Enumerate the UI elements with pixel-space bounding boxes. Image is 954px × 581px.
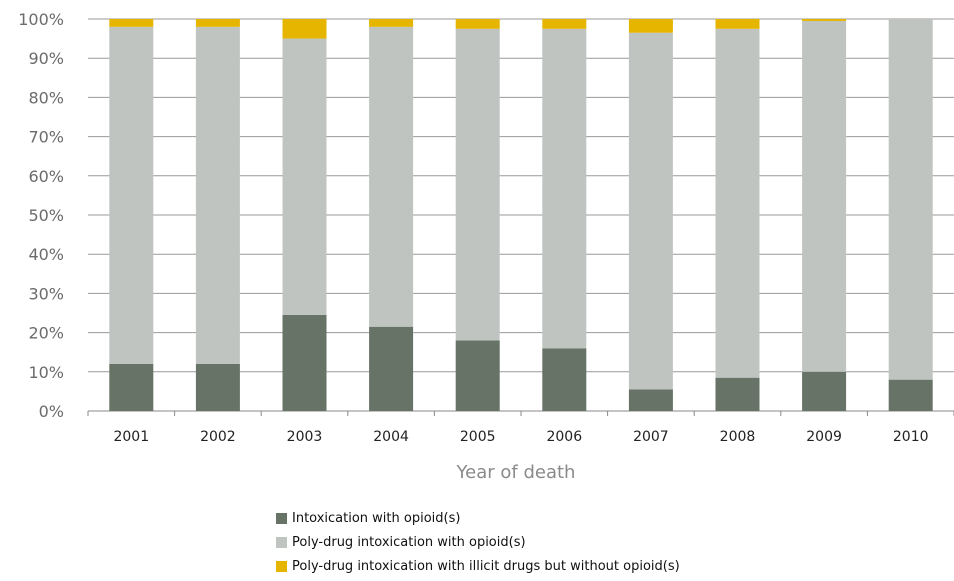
- y-tick-label: 20%: [28, 324, 64, 343]
- bar-segment-series-3: [195, 19, 240, 27]
- y-tick-label: 50%: [28, 206, 64, 225]
- legend-label: Intoxication with opioid(s): [292, 510, 461, 526]
- bars: [109, 19, 933, 411]
- y-tick-label: 0%: [39, 402, 64, 421]
- legend-item: Poly-drug intoxication with opioid(s): [276, 530, 680, 554]
- y-tick-label: 10%: [28, 363, 64, 382]
- y-tick-label: 100%: [18, 10, 64, 29]
- bar-segment-series-2: [715, 28, 760, 378]
- legend-item: Intoxication with opioid(s): [276, 506, 680, 530]
- bar-segment-series-1: [628, 389, 673, 411]
- bar-segment-series-1: [888, 379, 933, 411]
- bar-segment-series-1: [715, 377, 760, 411]
- legend-swatch: [276, 560, 287, 572]
- x-axis: 2001 2002 2003 2004 2005 2006 2007 2008 2009 2010: [87, 411, 954, 445]
- bar-segment-series-2: [195, 26, 240, 364]
- bar-segment-series-2: [282, 38, 327, 315]
- y-axis-ticks: 0% 10% 20% 30% 40% 50% 60% 70% 80% 90% 100%: [18, 10, 64, 421]
- x-tick-label: 2002: [200, 429, 236, 445]
- bar-segment-series-2: [628, 32, 673, 390]
- bar-segment-series-1: [282, 314, 327, 411]
- y-tick-label: 40%: [28, 245, 64, 264]
- y-tick-label: 60%: [28, 167, 64, 186]
- x-tick-label: 2008: [720, 429, 756, 445]
- x-tick-label: 2006: [546, 429, 582, 445]
- x-tick-label: 2007: [633, 429, 669, 445]
- legend: Intoxication with opioid(s) Poly-drug int…: [276, 506, 680, 578]
- x-tick-label: 2004: [373, 429, 409, 445]
- bar-segment-series-1: [369, 326, 414, 411]
- bar-segment-series-3: [715, 19, 760, 29]
- x-tick-label: 2009: [806, 429, 842, 445]
- bar-segment-series-2: [455, 28, 500, 341]
- x-tick-label: 2003: [287, 429, 323, 445]
- bar-segment-series-3: [282, 19, 327, 39]
- bar-segment-series-2: [888, 19, 933, 380]
- x-tick-label: 2001: [113, 429, 149, 445]
- bar-segment-series-1: [802, 371, 847, 411]
- bar-segment-series-2: [369, 26, 414, 327]
- y-tick-label: 70%: [28, 128, 64, 147]
- bar-segment-series-2: [802, 20, 847, 372]
- bar-segment-series-3: [109, 19, 154, 27]
- bar-segment-series-1: [542, 348, 587, 411]
- bar-segment-series-3: [542, 19, 587, 29]
- bar-segment-series-3: [369, 19, 414, 27]
- x-tick-label: 2010: [893, 429, 929, 445]
- legend-swatch: [276, 512, 287, 524]
- bar-segment-series-1: [455, 340, 500, 411]
- bar-segment-series-1: [195, 363, 240, 411]
- y-tick-label: 90%: [28, 49, 64, 68]
- y-tick-label: 80%: [28, 88, 64, 107]
- legend-label: Poly-drug intoxication with illicit drug…: [292, 558, 680, 574]
- x-axis-title: Year of death: [456, 462, 576, 483]
- bar-segment-series-2: [542, 28, 587, 349]
- legend-label: Poly-drug intoxication with opioid(s): [292, 534, 526, 550]
- y-tick-label: 30%: [28, 284, 64, 303]
- legend-swatch: [276, 536, 287, 548]
- stacked-bar-chart: 0%10%20%30%40%50%60%70%80%90%100% 2001 20…: [18, 10, 954, 483]
- bar-segment-series-3: [802, 19, 847, 21]
- bar-segment-series-2: [109, 26, 154, 364]
- bar-segment-series-3: [628, 19, 673, 33]
- x-tick-label: 2005: [460, 429, 496, 445]
- bar-segment-series-3: [455, 19, 500, 29]
- legend-item: Poly-drug intoxication with illicit drug…: [276, 554, 680, 578]
- bar-segment-series-1: [109, 363, 154, 411]
